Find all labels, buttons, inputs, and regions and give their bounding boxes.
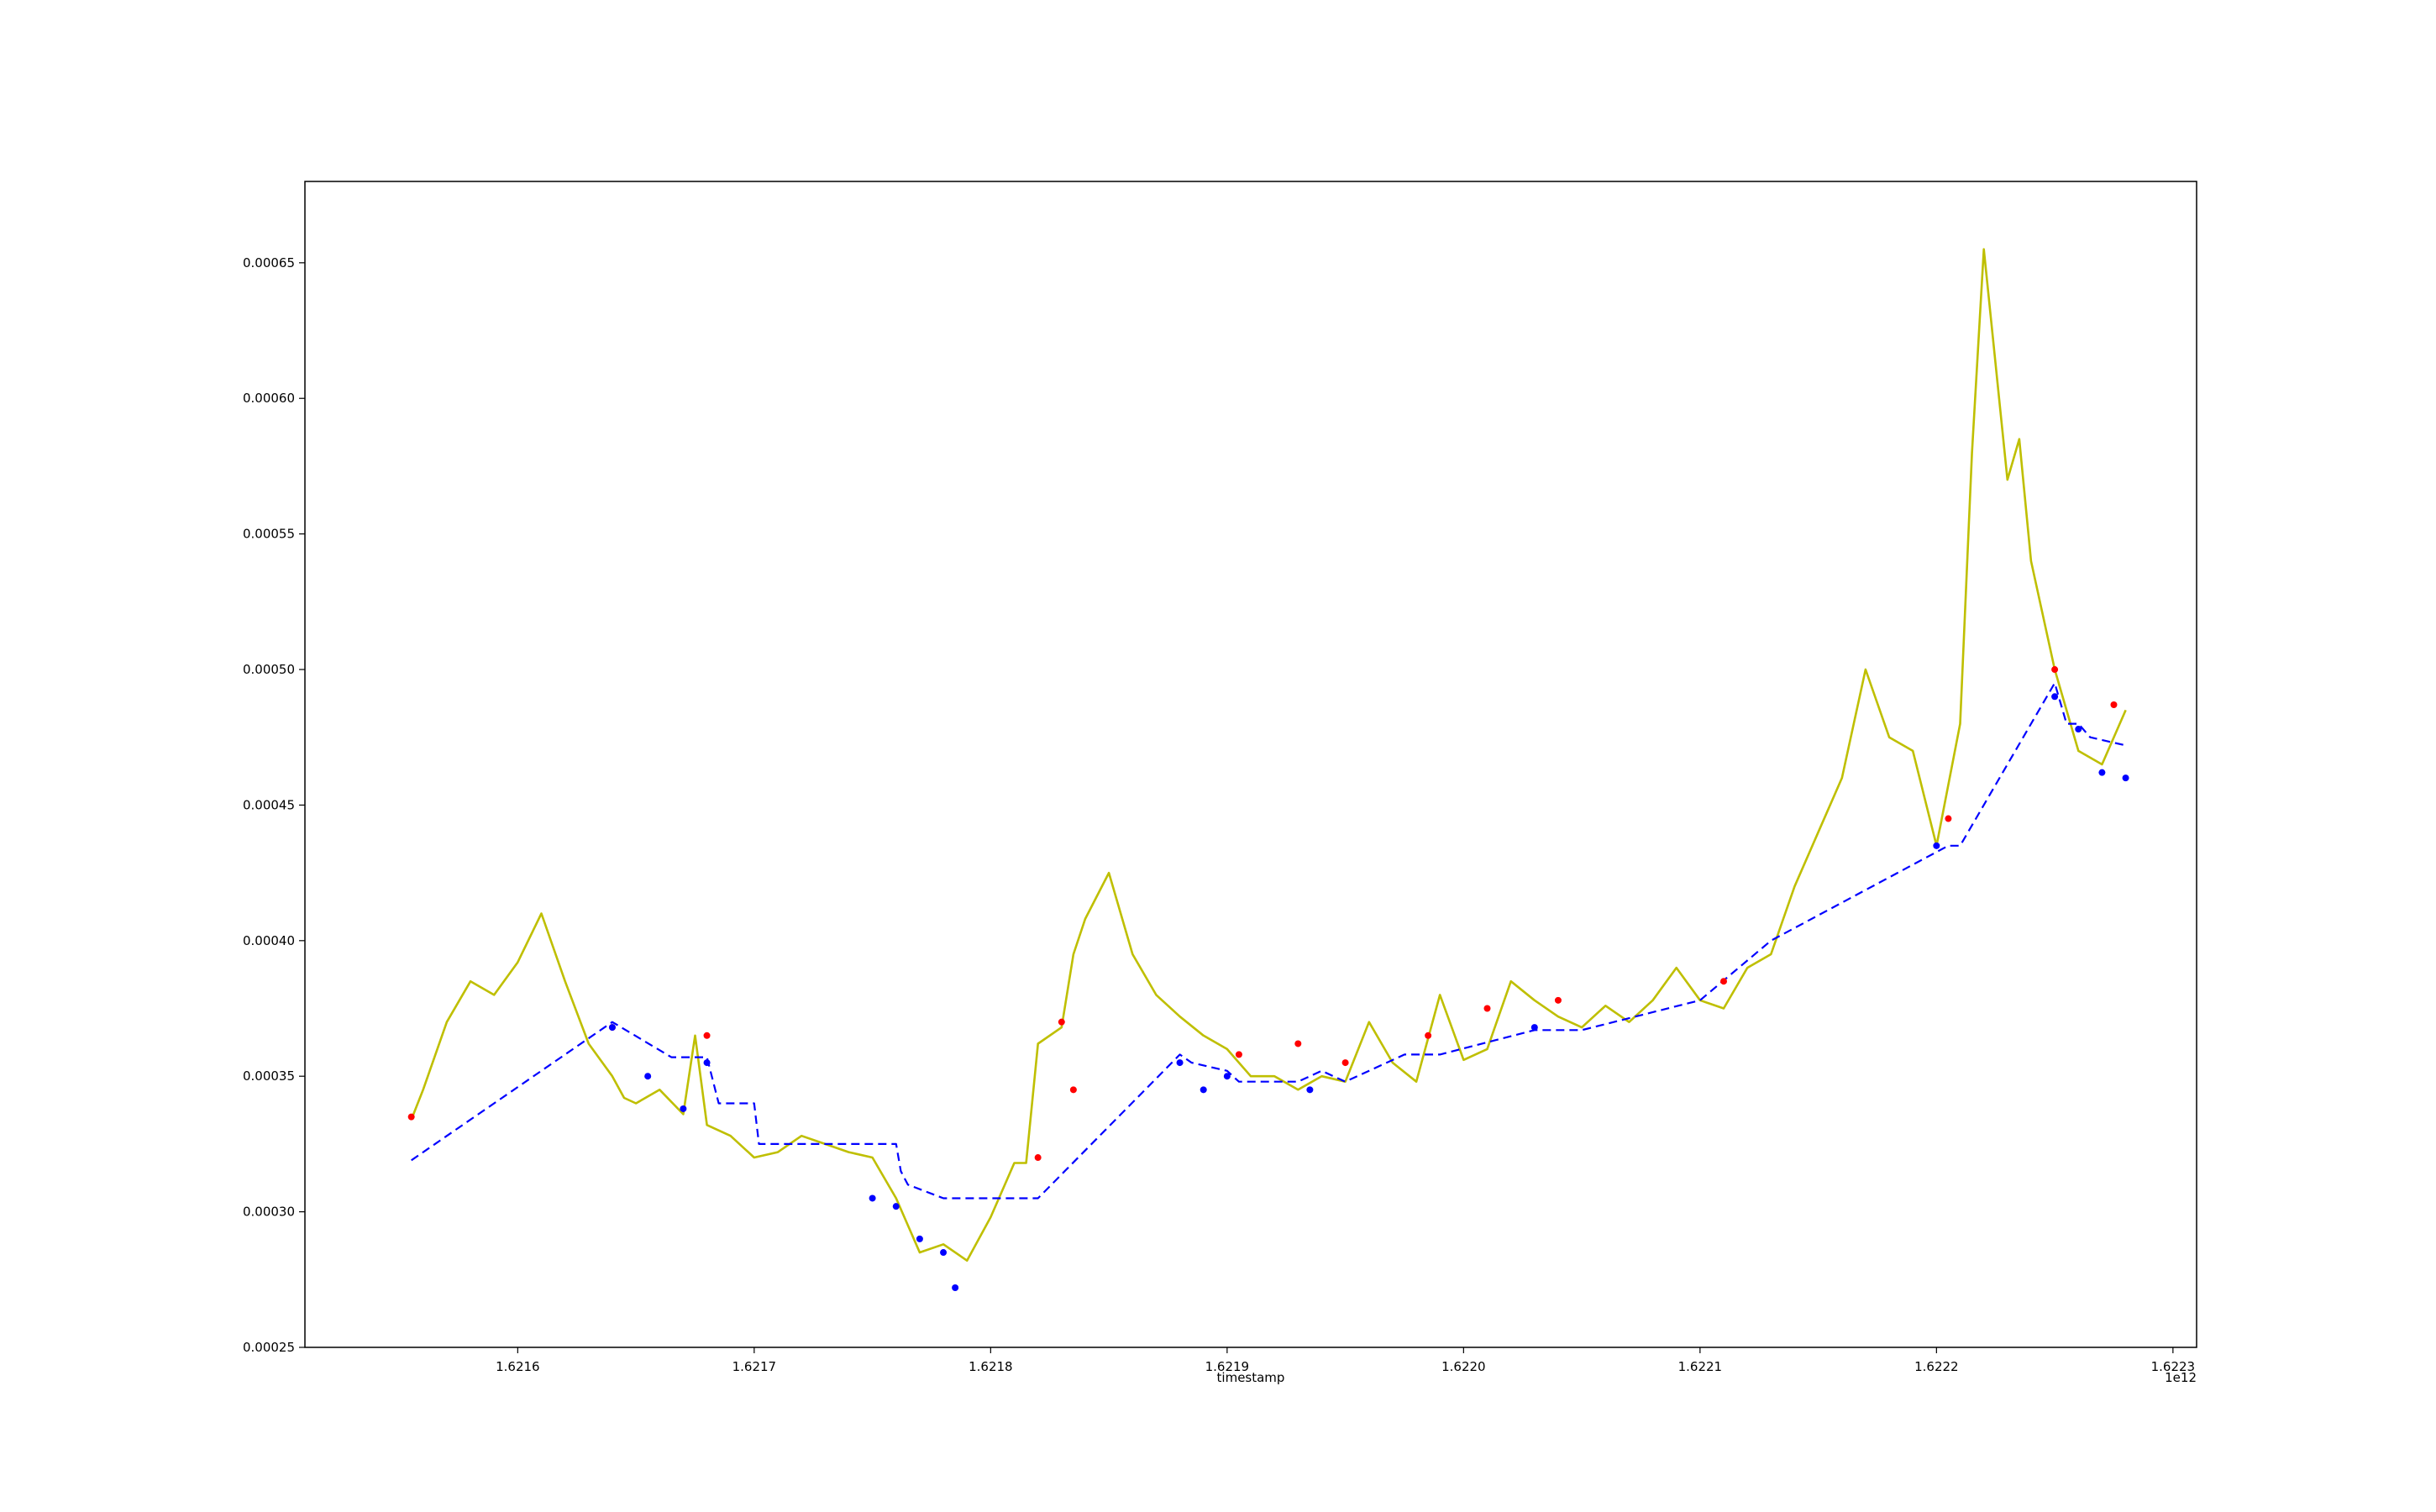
- red-marker-point: [1720, 978, 1727, 985]
- y-axis: 0.00025 0.00030 0.00035 0.00040 0.00045 0.000…: [243, 255, 305, 1355]
- red-marker-point: [703, 1032, 711, 1039]
- red-marker-point: [1069, 1086, 1077, 1094]
- blue-marker-point: [916, 1235, 923, 1242]
- y-tick-label: 0.00035: [243, 1068, 295, 1084]
- x-tick-label: 1.6217: [732, 1359, 777, 1374]
- red-marker-point: [407, 1113, 415, 1121]
- series-line-dashed: [411, 682, 2126, 1200]
- x-axis: 1.6216 1.6217 1.6218 1.6219 1.6220 1.6221 1.62…: [496, 1347, 2195, 1374]
- blue-marker-point: [1933, 842, 1940, 849]
- red-marker-point: [1554, 996, 1562, 1004]
- red-marker-point: [1341, 1059, 1349, 1067]
- x-tick-label: 1.6223: [2151, 1359, 2196, 1374]
- x-tick-label: 1.6216: [496, 1359, 540, 1374]
- blue-marker-point: [1176, 1059, 1184, 1067]
- red-marker-point: [1034, 1154, 1042, 1162]
- red-marker-point: [1945, 815, 1952, 822]
- blue-marker-point: [644, 1073, 652, 1080]
- red-marker-point: [1483, 1005, 1491, 1012]
- red-marker-point: [1425, 1032, 1432, 1039]
- y-tick-label: 0.00060: [243, 391, 295, 406]
- y-tick-label: 0.00055: [243, 527, 295, 542]
- blue-marker-point: [703, 1059, 711, 1067]
- y-tick-label: 0.00045: [243, 797, 295, 812]
- blue-marker-point: [952, 1284, 959, 1291]
- red-marker-point: [2051, 666, 2059, 674]
- blue-marker-point: [940, 1249, 948, 1257]
- blue-marker-point: [869, 1194, 876, 1202]
- blue-marker-point: [2122, 774, 2129, 782]
- red-marker-point: [1058, 1018, 1065, 1026]
- blue-marker-point: [2075, 726, 2082, 733]
- x-axis-offset-label: 1e12: [2165, 1370, 2197, 1385]
- x-tick-label: 1.6222: [1914, 1359, 1959, 1374]
- y-tick-label: 0.00050: [243, 662, 295, 677]
- red-marker-point: [1294, 1040, 1302, 1047]
- blue-marker-point: [1223, 1073, 1231, 1080]
- plot-area: [304, 181, 2197, 1348]
- x-tick-label: 1.6218: [969, 1359, 1013, 1374]
- x-tick-label: 1.6221: [1678, 1359, 1723, 1374]
- x-tick-label: 1.6220: [1441, 1359, 1486, 1374]
- y-tick-label: 0.00065: [243, 255, 295, 270]
- blue-marker-point: [608, 1024, 616, 1032]
- red-marker-point: [2110, 701, 2118, 708]
- y-tick-label: 0.00025: [243, 1340, 295, 1355]
- y-tick-label: 0.00040: [243, 933, 295, 948]
- blue-marker-point: [1200, 1086, 1207, 1094]
- y-tick-label: 0.00030: [243, 1205, 295, 1220]
- blue-marker-point: [1530, 1024, 1538, 1032]
- series-layer: [410, 248, 2127, 1262]
- blue-marker-point: [2098, 769, 2106, 776]
- x-axis-label: timestamp: [1217, 1370, 1285, 1385]
- series-line-solid: [410, 248, 2127, 1262]
- x-tick-label: 1.6219: [1205, 1359, 1250, 1374]
- blue-marker-point: [1306, 1086, 1314, 1094]
- blue-marker-point: [680, 1105, 687, 1112]
- red-marker-point: [1235, 1051, 1242, 1058]
- marker-layer: [407, 666, 2129, 1291]
- blue-marker-point: [892, 1203, 900, 1210]
- blue-marker-point: [2051, 693, 2059, 701]
